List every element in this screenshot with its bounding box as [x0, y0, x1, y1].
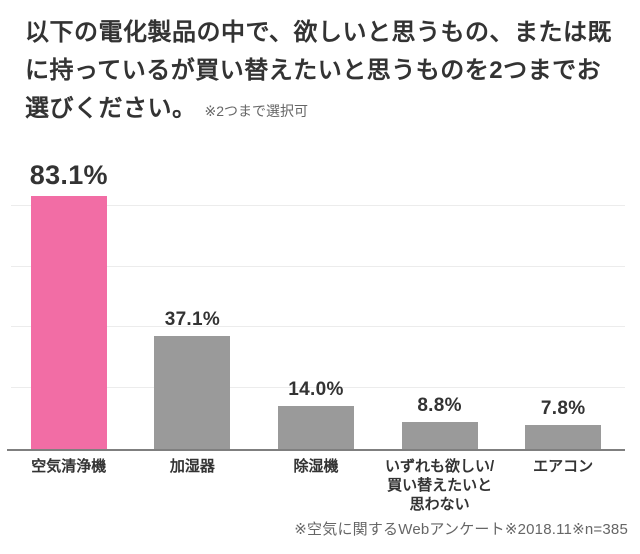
bar	[525, 425, 602, 449]
category-label: いずれも欲しい/ 買い替えたいと 思わない	[384, 458, 495, 513]
bar-column: 14.0%	[254, 145, 378, 449]
bar-value-label: 14.0%	[288, 379, 344, 401]
category-label: 除湿機	[293, 458, 339, 475]
bar-value-label: 37.1%	[164, 309, 221, 331]
category-label: 空気清浄機	[31, 458, 107, 475]
bar-value-label: 83.1%	[29, 160, 108, 191]
bar-chart: 83.1% 37.1% 14.0% 8.8% 7.8% 空気清浄機 加湿器 除湿機 いずれも欲…	[7, 145, 625, 514]
chart-title-block: 以下の電化製品の中で、欲しいと思うもの、または既に持っているが買い替えたいと思う…	[0, 0, 640, 128]
chart-title: 以下の電化製品の中で、欲しいと思うもの、または既に持っているが買い替えたいと思う…	[25, 19, 613, 122]
bar	[401, 422, 478, 449]
bar-column: 37.1%	[131, 145, 255, 449]
chart-plot-area: 83.1% 37.1% 14.0% 8.8% 7.8%	[7, 145, 625, 451]
gridline-20	[11, 387, 625, 389]
gridline-60	[11, 265, 625, 267]
gridline-80	[11, 204, 625, 206]
source-note: ※空気に関するWebアンケート※2018.11※n=385	[294, 521, 628, 538]
bar	[154, 336, 231, 449]
bar	[277, 406, 354, 449]
bar-value-label: 7.8%	[540, 398, 586, 420]
bar	[30, 196, 107, 449]
category-label: 加湿器	[169, 458, 215, 475]
bar-column: 7.8%	[501, 145, 625, 449]
chart-category-axis: 空気清浄機 加湿器 除湿機 いずれも欲しい/ 買い替えたいと 思わない エアコン	[7, 457, 625, 514]
bar-value-label: 8.8%	[417, 395, 462, 417]
chart-title-note: ※2つまで選択可	[204, 103, 309, 119]
bar-column: 8.8%	[378, 145, 502, 449]
bar-column: 83.1%	[7, 145, 131, 449]
category-label: エアコン	[533, 458, 594, 475]
gridline-40	[11, 326, 625, 328]
